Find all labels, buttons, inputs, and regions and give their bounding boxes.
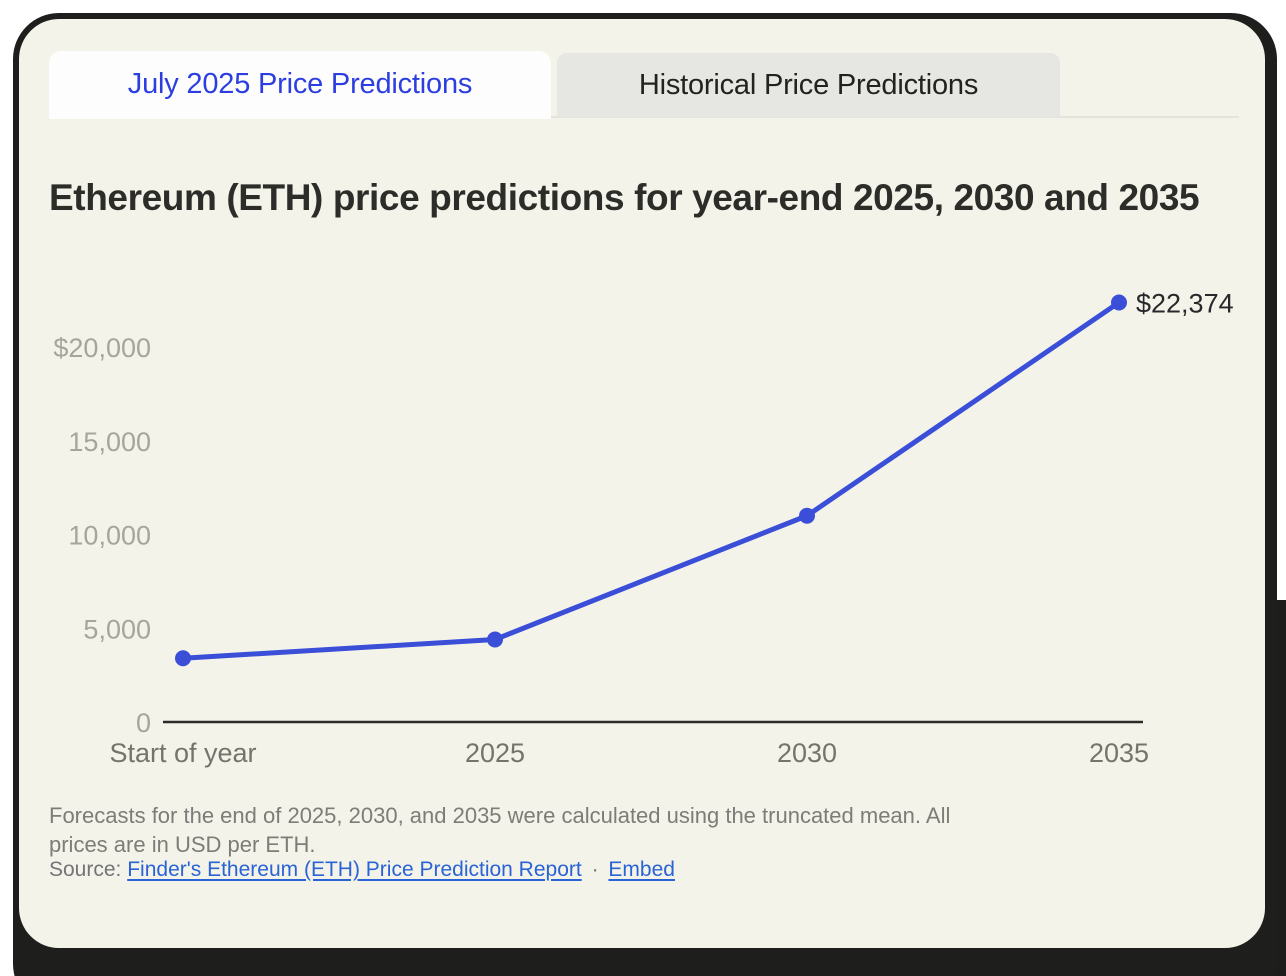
source-label: Source: — [49, 858, 122, 881]
price-line — [180, 299, 1122, 661]
source-report-link[interactable]: Finder's Ethereum (ETH) Price Prediction… — [127, 858, 582, 881]
data-point-2030[interactable] — [799, 507, 815, 524]
x-tick-label: 2035 — [1089, 738, 1149, 768]
y-tick-label: 5,000 — [83, 614, 151, 644]
y-tick-label: 0 — [136, 708, 151, 738]
source-row: Source: Finder's Ethereum (ETH) Price Pr… — [49, 858, 675, 882]
tab-bar-underline — [49, 116, 1239, 118]
data-point-2025[interactable] — [487, 631, 503, 648]
tab-historical-price-predictions[interactable]: Historical Price Predictions — [557, 53, 1060, 117]
x-tick-label: 2025 — [465, 738, 525, 768]
tab-active-label: July 2025 Price Predictions — [127, 68, 473, 100]
data-point-2035[interactable] — [1111, 294, 1127, 311]
chart-title: Ethereum (ETH) price predictions for yea… — [49, 177, 1200, 218]
data-point-start-of-year[interactable] — [175, 650, 191, 667]
y-tick-label: 15,000 — [68, 427, 151, 457]
point-value-label: $22,374 — [1136, 288, 1234, 318]
y-tick-label: $20,000 — [53, 333, 151, 363]
embed-link[interactable]: Embed — [608, 858, 675, 881]
source-separator: · — [591, 858, 599, 881]
card-background — [19, 19, 1265, 948]
x-tick-label: Start of year — [109, 738, 256, 768]
tab-july-2025-price-predictions[interactable]: July 2025 Price Predictions — [49, 51, 551, 118]
x-tick-label: 2030 — [777, 738, 837, 768]
y-tick-label: 10,000 — [68, 521, 151, 551]
card-frame — [13, 13, 1277, 976]
tab-inactive-label: Historical Price Predictions — [638, 68, 979, 101]
footnote: Forecasts for the end of 2025, 2030, and… — [49, 803, 951, 858]
